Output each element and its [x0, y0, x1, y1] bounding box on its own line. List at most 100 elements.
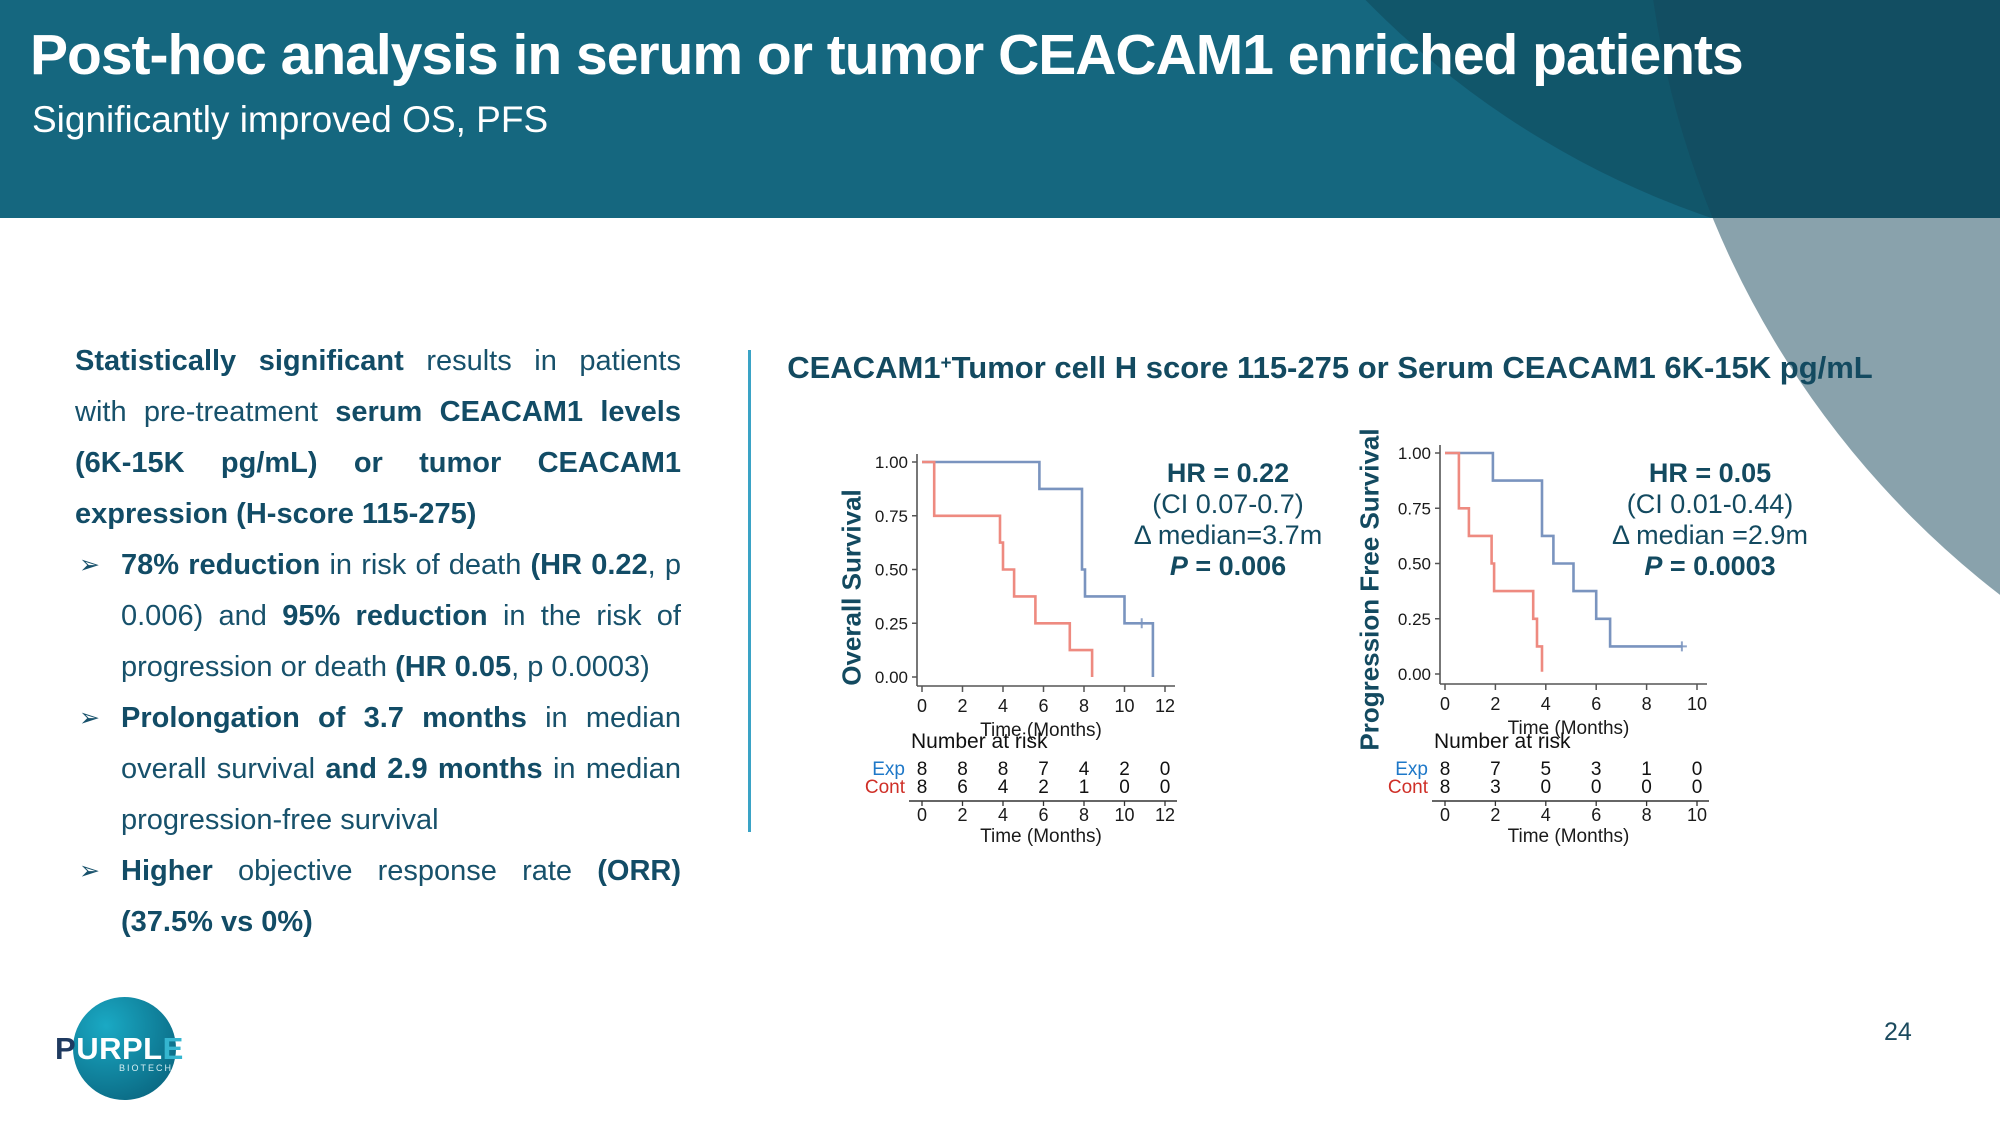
purple-biotech-logo: PURPLE BIOTECH	[55, 985, 190, 1110]
svg-text:0: 0	[917, 805, 927, 825]
bullet-item-1: ➢ 78% reduction in risk of death (HR 0.22…	[75, 540, 681, 693]
svg-text:Time (Months): Time (Months)	[1508, 826, 1630, 847]
svg-text:0: 0	[1692, 777, 1703, 798]
svg-text:1.00: 1.00	[1398, 444, 1431, 463]
svg-text:0.75: 0.75	[875, 507, 908, 526]
os-annotation: HR = 0.22 (CI 0.07-0.7) Δ median=3.7m P = 0…	[1068, 458, 1388, 582]
svg-text:3: 3	[1591, 759, 1602, 780]
svg-text:0: 0	[1541, 777, 1552, 798]
svg-text:4: 4	[998, 805, 1008, 825]
svg-text:6: 6	[1591, 694, 1601, 714]
svg-text:0: 0	[1160, 777, 1171, 798]
svg-text:0.00: 0.00	[1398, 665, 1431, 684]
svg-text:5: 5	[1541, 759, 1552, 780]
svg-text:Number at risk: Number at risk	[1434, 730, 1571, 753]
charts-title-superscript: +	[940, 353, 952, 374]
svg-text:2: 2	[1490, 694, 1500, 714]
annotation-line: HR = 0.05	[1648, 458, 1772, 488]
svg-text:0.25: 0.25	[1398, 610, 1431, 629]
svg-text:7: 7	[1038, 759, 1049, 780]
svg-text:4: 4	[998, 777, 1009, 798]
svg-text:0: 0	[1119, 777, 1130, 798]
svg-text:8: 8	[1642, 805, 1652, 825]
svg-text:6: 6	[1591, 805, 1601, 825]
svg-text:12: 12	[1155, 805, 1175, 825]
svg-text:6: 6	[957, 777, 968, 798]
svg-text:0: 0	[1591, 777, 1602, 798]
annotation-line: HR = 0.22	[1166, 458, 1290, 488]
svg-text:Exp: Exp	[1395, 759, 1428, 780]
svg-text:2: 2	[957, 696, 967, 716]
svg-text:8: 8	[998, 759, 1009, 780]
svg-text:0: 0	[1160, 759, 1171, 780]
svg-text:12: 12	[1155, 696, 1175, 716]
svg-text:8: 8	[1642, 694, 1652, 714]
svg-text:0: 0	[1692, 759, 1703, 780]
svg-text:6: 6	[1038, 805, 1048, 825]
pfs-annotation: HR = 0.05 (CI 0.01-0.44) Δ median =2.9m P =…	[1550, 458, 1870, 582]
svg-text:2: 2	[1119, 759, 1130, 780]
slide-title: Post-hoc analysis in serum or tumor CEAC…	[30, 23, 1744, 87]
annotation-line: (CI 0.01-0.44)	[1626, 489, 1794, 519]
annotation-line: P = 0.0003	[1644, 551, 1776, 581]
vertical-divider	[748, 350, 751, 832]
svg-text:8: 8	[917, 777, 928, 798]
svg-text:10: 10	[1114, 696, 1134, 716]
page-number: 24	[1884, 1018, 1912, 1046]
svg-text:Time (Months): Time (Months)	[980, 826, 1102, 847]
svg-text:8: 8	[1079, 696, 1089, 716]
svg-text:4: 4	[1541, 694, 1551, 714]
annotation-line: Δ median=3.7m	[1133, 520, 1323, 550]
slide-subtitle: Significantly improved OS, PFS	[32, 99, 549, 140]
svg-text:0.00: 0.00	[875, 668, 908, 687]
svg-text:8: 8	[1079, 805, 1089, 825]
svg-text:2: 2	[1038, 777, 1049, 798]
charts-title-rest: Tumor cell H score 115-275 or Serum CEAC…	[951, 350, 1873, 385]
bullet-arrow-icon: ➢	[79, 704, 100, 732]
annotation-line: P = 0.006	[1169, 551, 1287, 581]
svg-text:4: 4	[998, 696, 1008, 716]
summary-text-panel: Statistically significant results in pat…	[75, 336, 681, 948]
annotation-line: Δ median =2.9m	[1612, 520, 1808, 550]
svg-text:Cont: Cont	[865, 777, 906, 798]
svg-text:10: 10	[1687, 805, 1707, 825]
logo-wordmark: PURPLE	[55, 1031, 184, 1066]
svg-text:4: 4	[1079, 759, 1090, 780]
svg-text:8: 8	[1440, 777, 1451, 798]
svg-text:3: 3	[1490, 777, 1501, 798]
svg-text:10: 10	[1114, 805, 1134, 825]
svg-text:Exp: Exp	[872, 759, 905, 780]
svg-text:1.00: 1.00	[875, 453, 908, 472]
annotation-line: (CI 0.07-0.7)	[1152, 489, 1304, 519]
svg-text:8: 8	[917, 759, 928, 780]
bullet-arrow-icon: ➢	[79, 551, 100, 579]
charts-section-title: CEACAM1+Tumor cell H score 115-275 or Se…	[780, 350, 1880, 386]
svg-text:0.50: 0.50	[1398, 555, 1431, 574]
svg-text:1: 1	[1079, 777, 1090, 798]
svg-text:0: 0	[1440, 694, 1450, 714]
logo-circle-icon	[73, 997, 176, 1100]
svg-text:0: 0	[1440, 805, 1450, 825]
bullet-list: ➢ 78% reduction in risk of death (HR 0.22…	[75, 540, 681, 948]
svg-text:2: 2	[1490, 805, 1500, 825]
svg-text:Number at risk: Number at risk	[911, 730, 1048, 753]
svg-text:Time (Months): Time (Months)	[980, 720, 1102, 741]
svg-text:4: 4	[1541, 805, 1551, 825]
svg-text:7: 7	[1490, 759, 1501, 780]
svg-text:Time (Months): Time (Months)	[1508, 718, 1630, 739]
progression-free-survival-km-chart: 0.00 0.25 0.50 0.75 1.00 0 2 4 6 8 10 Time (Months)…	[1388, 444, 1709, 847]
svg-text:0: 0	[917, 696, 927, 716]
svg-text:8: 8	[1440, 759, 1451, 780]
svg-text:6: 6	[1038, 696, 1048, 716]
bullet-item-2: ➢ Prolongation of 3.7 months in median ov…	[75, 693, 681, 846]
svg-text:0.25: 0.25	[875, 614, 908, 633]
charts-title-prefix: CEACAM1	[787, 350, 941, 385]
svg-text:0: 0	[1641, 777, 1652, 798]
bullet-item-3: ➢ Higher objective response rate (ORR) (3…	[75, 846, 681, 948]
svg-text:8: 8	[957, 759, 968, 780]
bullet-arrow-icon: ➢	[79, 857, 100, 885]
svg-text:0.75: 0.75	[1398, 499, 1431, 518]
svg-text:2: 2	[957, 805, 967, 825]
